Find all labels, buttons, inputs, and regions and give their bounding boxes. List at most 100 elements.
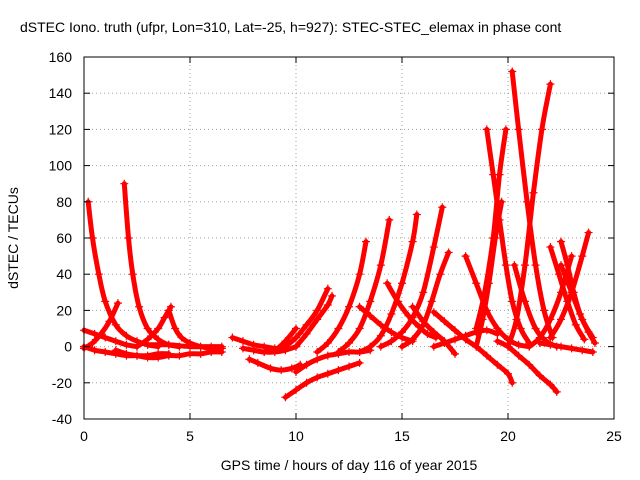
data-point (451, 349, 459, 358)
series-track (399, 250, 452, 350)
series-track (293, 293, 335, 350)
data-point (436, 270, 445, 279)
series-track (558, 262, 596, 341)
data-point (588, 333, 597, 342)
data-point (186, 349, 194, 358)
data-point (408, 302, 417, 311)
data-point (567, 288, 576, 297)
data-point (557, 342, 565, 351)
data-point (345, 302, 353, 311)
data-point (228, 333, 237, 342)
data-point (128, 270, 137, 279)
data-point (361, 237, 370, 246)
y-tick-label: -20 (52, 375, 72, 391)
data-point (124, 234, 133, 242)
data-point (334, 348, 343, 357)
data-point (366, 297, 375, 306)
data-point (164, 340, 173, 349)
data-point (429, 328, 438, 337)
series-track (335, 217, 392, 355)
data-point (451, 326, 459, 335)
data-point (451, 335, 459, 344)
data-point (154, 353, 163, 362)
data-point (429, 342, 438, 351)
data-point (491, 234, 500, 242)
data-point (366, 311, 375, 320)
y-tick-label: 60 (56, 230, 72, 246)
data-point (186, 342, 194, 351)
data-point (440, 317, 449, 326)
data-point (461, 252, 470, 261)
data-point (366, 342, 375, 351)
data-point (171, 324, 180, 333)
data-point (514, 351, 523, 360)
y-tick-label: 20 (56, 302, 72, 318)
data-point (113, 299, 122, 308)
data-point (355, 324, 364, 333)
data-point (412, 210, 421, 219)
data-point (292, 386, 300, 395)
series-arc-09 (143, 340, 226, 351)
data-point (427, 297, 436, 306)
data-point (122, 349, 131, 358)
x-tick-label: 5 (186, 428, 194, 444)
series-arc-16 (292, 291, 337, 351)
data-point (270, 346, 279, 355)
data-point (334, 324, 343, 333)
data-point (245, 355, 254, 364)
data-point (313, 348, 322, 357)
data-point (334, 366, 343, 375)
series-arc-40 (535, 338, 597, 357)
data-point (495, 170, 504, 179)
data-point (419, 317, 428, 326)
data-point (531, 261, 540, 270)
data-point (207, 342, 216, 351)
data-point (514, 125, 523, 134)
series-track (314, 239, 369, 355)
data-point (590, 338, 599, 347)
y-tick-label: 160 (49, 49, 73, 65)
data-point (376, 320, 385, 329)
data-point (292, 324, 300, 333)
data-point (90, 346, 99, 355)
data-point (535, 338, 544, 347)
data-point (398, 279, 406, 288)
series-arc-41 (557, 261, 597, 342)
data-point (96, 329, 105, 338)
data-point (101, 333, 110, 342)
data-point (387, 310, 396, 319)
series-arc-12 (249, 324, 300, 357)
data-point (323, 338, 332, 347)
data-point (423, 329, 432, 338)
series-arc-02 (84, 197, 163, 351)
data-point (302, 378, 311, 387)
data-point (133, 342, 141, 351)
data-point (345, 362, 353, 371)
data-point (287, 364, 296, 373)
series-track (166, 307, 225, 352)
series-track (431, 309, 515, 386)
series-arc-20 (355, 210, 421, 357)
data-point (529, 188, 538, 197)
data-point (578, 346, 587, 355)
data-point (588, 348, 597, 357)
data-point (493, 324, 502, 333)
data-point (404, 311, 413, 320)
data-point (398, 342, 406, 351)
data-point (120, 179, 129, 188)
data-point (557, 261, 565, 270)
series-arc-26 (429, 308, 517, 387)
data-point (376, 331, 385, 340)
data-point (501, 261, 510, 270)
data-point (546, 333, 555, 342)
x-tick-label: 20 (500, 428, 516, 444)
series-arc-36 (525, 252, 576, 351)
y-axis-label: dSTEC / TECUs (5, 187, 21, 289)
data-point (345, 348, 353, 357)
data-point (554, 270, 563, 279)
data-point (497, 197, 506, 206)
data-point (122, 340, 131, 349)
data-point (355, 270, 364, 279)
data-point (355, 348, 364, 357)
